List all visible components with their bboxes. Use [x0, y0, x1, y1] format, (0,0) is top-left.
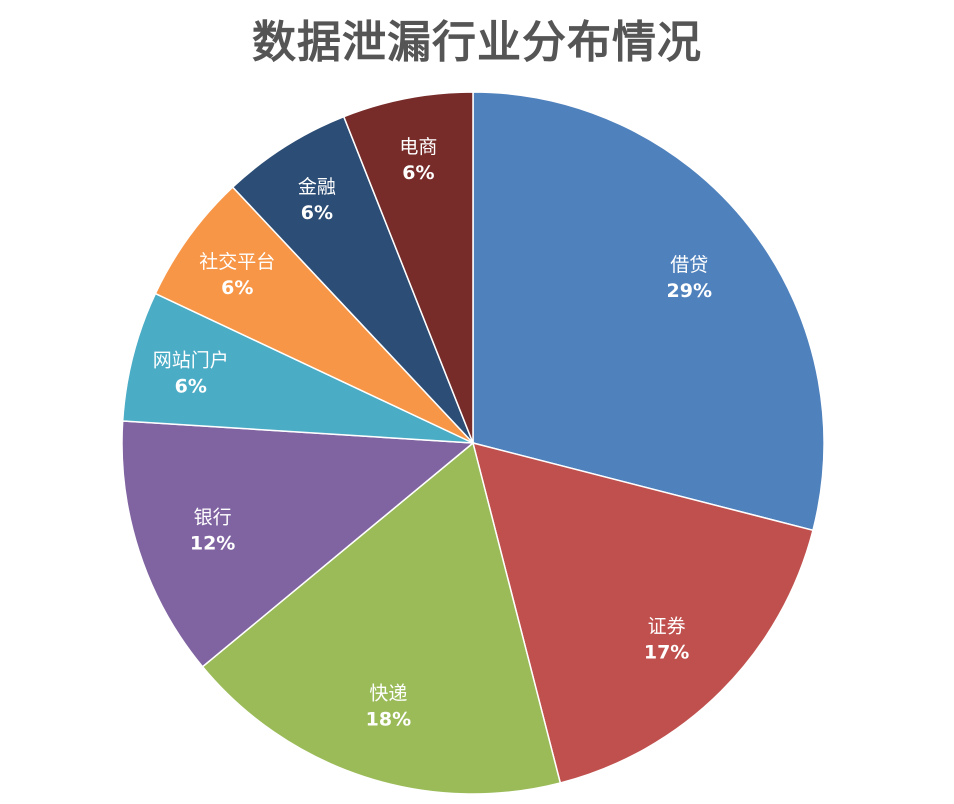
pie-slice	[121, 420, 475, 668]
chart-title: 数据泄漏行业分布情况	[252, 17, 702, 68]
pie-slice	[342, 91, 474, 444]
pie-slice	[472, 91, 825, 532]
slice-name-label: 社交平台	[199, 251, 275, 273]
pie-slice	[471, 441, 814, 784]
slice-name-label: 银行	[194, 507, 232, 529]
slice-percent-label: 6%	[301, 202, 333, 224]
slice-percent-label: 6%	[402, 162, 434, 184]
slice-percent-label: 29%	[667, 280, 712, 302]
pie-slice	[154, 186, 474, 444]
slice-name-label: 证券	[648, 616, 686, 638]
slice-percent-label: 6%	[221, 277, 253, 299]
slice-name-label: 网站门户	[153, 350, 229, 372]
slice-percent-label: 12%	[190, 533, 235, 555]
pie-labels: 借贷 29% 证券 17% 快递 18% 银行 12% 网站门户 6% 社交平台 6% 金融 6% 电商 6%	[153, 136, 712, 731]
slice-name-label: 电商	[399, 136, 437, 158]
slice-percent-label: 18%	[366, 708, 411, 730]
slice-name-label: 快递	[369, 682, 407, 704]
slice-name-label: 金融	[298, 176, 336, 198]
pie-slice	[231, 115, 474, 444]
slice-percent-label: 6%	[175, 376, 207, 398]
pie-slices	[121, 91, 825, 795]
slice-percent-label: 17%	[644, 642, 689, 664]
slice-name-label: 借贷	[670, 254, 708, 276]
pie-slice	[201, 441, 562, 795]
pie-slice	[121, 292, 474, 444]
